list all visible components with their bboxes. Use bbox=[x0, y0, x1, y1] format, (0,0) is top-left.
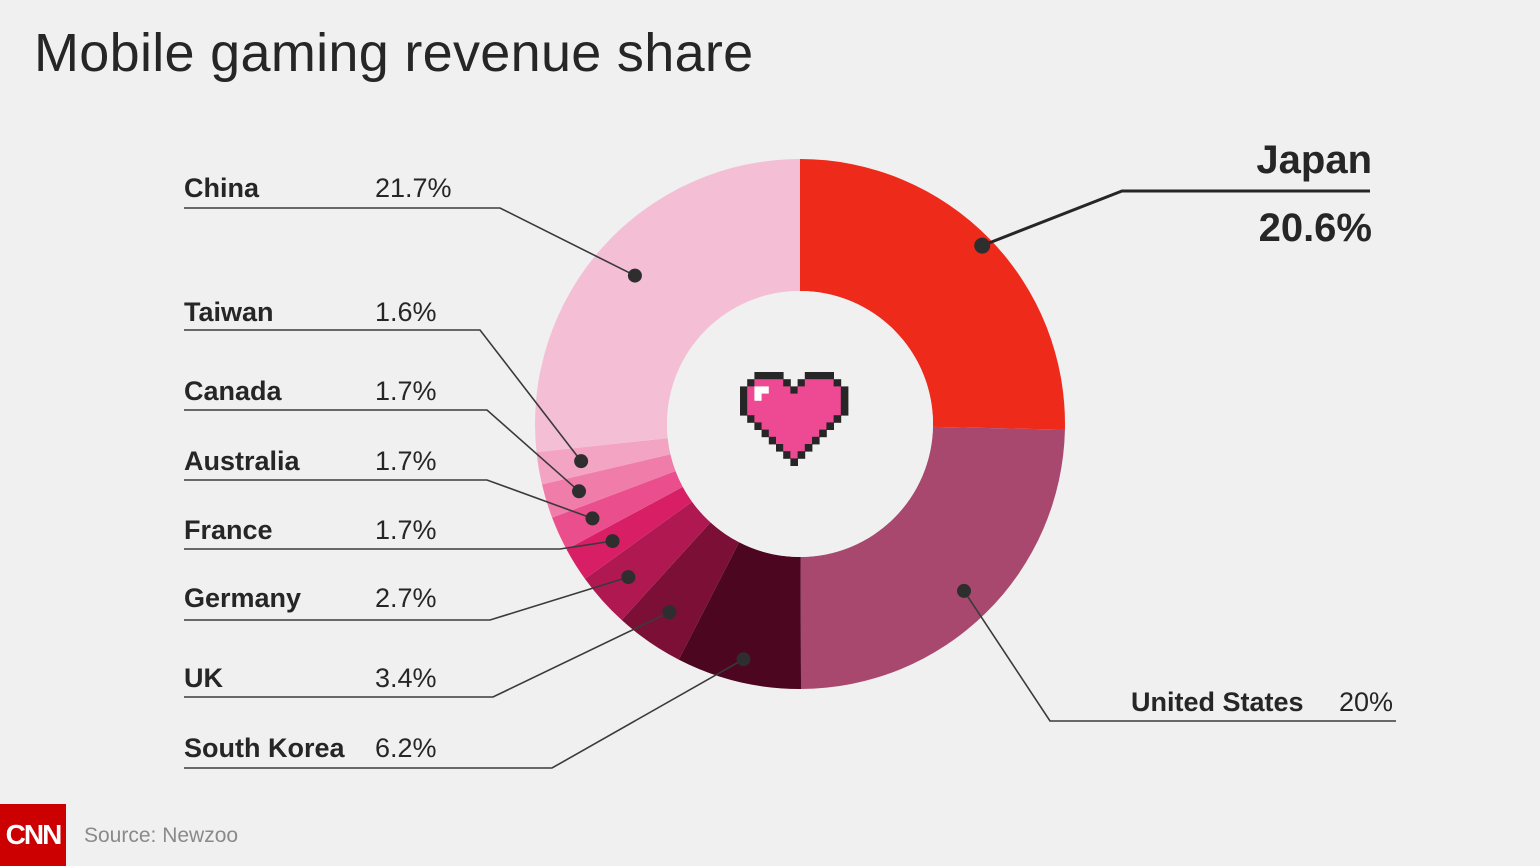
leader-dot-france bbox=[605, 534, 620, 549]
leader-line-south-korea bbox=[184, 658, 744, 769]
leader-line-japan bbox=[981, 189, 1370, 248]
label-name-south-korea: South Korea bbox=[184, 733, 345, 763]
slice-united-states bbox=[800, 426, 1065, 689]
slice-taiwan bbox=[536, 438, 671, 485]
slice-south-korea bbox=[678, 542, 802, 690]
cnn-logo-text: CNN bbox=[5, 819, 63, 850]
label-value-taiwan: 1.6% bbox=[375, 297, 437, 327]
label-value-australia: 1.7% bbox=[375, 446, 437, 476]
slice-germany bbox=[584, 501, 711, 621]
leader-line-canada bbox=[184, 409, 580, 492]
leader-dot-south-korea bbox=[736, 652, 751, 667]
label-name-united-states: United States bbox=[1131, 687, 1304, 717]
leader-line-australia bbox=[184, 479, 593, 520]
leader-line-germany bbox=[184, 576, 629, 621]
label-value-united-states: 20% bbox=[1339, 687, 1393, 717]
label-name-australia: Australia bbox=[184, 446, 301, 476]
slice-canada bbox=[541, 454, 676, 518]
label-name-canada: Canada bbox=[184, 376, 283, 406]
label-value-france: 1.7% bbox=[375, 515, 437, 545]
leader-dot-united-states bbox=[957, 583, 972, 598]
label-value-south-korea: 6.2% bbox=[375, 733, 437, 763]
slice-japan bbox=[800, 159, 1065, 430]
leader-line-france bbox=[184, 540, 613, 550]
label-name-uk: UK bbox=[184, 663, 223, 693]
source-note: Source: Newzoo bbox=[84, 824, 239, 847]
slice-france bbox=[566, 486, 693, 579]
donut-slices bbox=[534, 159, 1065, 690]
slice-australia bbox=[552, 471, 683, 550]
label-name-china: China bbox=[184, 173, 260, 203]
label-value-uk: 3.4% bbox=[375, 663, 437, 693]
label-value-china: 21.7% bbox=[375, 173, 452, 203]
leader-dot-china bbox=[627, 268, 642, 283]
leader-line-china bbox=[184, 207, 636, 277]
leader-dot-uk bbox=[662, 605, 677, 620]
leader-dot-australia bbox=[585, 511, 600, 526]
pixel-heart-icon bbox=[740, 372, 849, 466]
slice-uk bbox=[621, 522, 740, 660]
slice-china bbox=[534, 159, 800, 453]
label-name-germany: Germany bbox=[184, 583, 301, 613]
leader-line-uk bbox=[184, 611, 670, 698]
label-value-japan: 20.6% bbox=[1259, 206, 1372, 250]
cnn-logo: CNN bbox=[0, 804, 66, 866]
leader-dot-germany bbox=[621, 570, 636, 585]
leader-dot-taiwan bbox=[574, 454, 589, 469]
leader-lines bbox=[184, 189, 1396, 769]
chart-title: Mobile gaming revenue share bbox=[34, 23, 754, 83]
leader-dot-canada bbox=[572, 484, 587, 499]
label-value-germany: 2.7% bbox=[375, 583, 437, 613]
label-name-france: France bbox=[184, 515, 273, 545]
label-value-canada: 1.7% bbox=[375, 376, 437, 406]
leader-line-taiwan bbox=[184, 329, 582, 462]
leader-line-united-states bbox=[963, 590, 1396, 722]
slice-labels: China 21.7% Taiwan 1.6% Canada 1.7% Australia 1… bbox=[184, 138, 1393, 763]
label-name-japan: Japan bbox=[1256, 138, 1372, 182]
label-name-taiwan: Taiwan bbox=[184, 297, 274, 327]
leader-dot-japan bbox=[974, 237, 991, 254]
